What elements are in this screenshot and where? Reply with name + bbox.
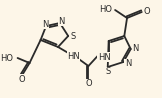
Text: N: N <box>125 59 131 69</box>
Text: O: O <box>19 74 25 83</box>
Text: HO: HO <box>99 5 112 14</box>
Text: O: O <box>143 6 150 15</box>
Text: S: S <box>70 31 75 40</box>
Text: HN: HN <box>67 52 80 60</box>
Text: N: N <box>132 44 139 53</box>
Text: N: N <box>58 17 65 26</box>
Text: HO: HO <box>0 54 13 63</box>
Text: N: N <box>42 20 48 29</box>
Text: O: O <box>85 79 92 88</box>
Text: S: S <box>105 68 110 77</box>
Text: HN: HN <box>98 53 110 62</box>
